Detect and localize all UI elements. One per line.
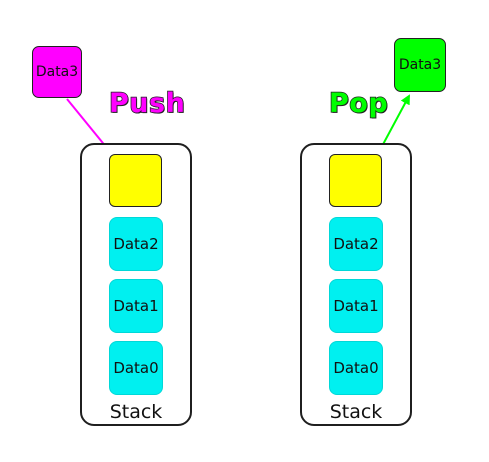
push-stack-item: Data1: [109, 279, 163, 333]
pop-outgoing-data-box: Data3: [394, 38, 446, 92]
pop-top-slot: [329, 154, 382, 207]
push-stack-label: Stack: [109, 401, 163, 423]
push-stack-item-label: Data0: [113, 359, 159, 377]
push-stack-item: Data0: [109, 341, 163, 395]
pop-stack: Data2 Data1 Data0 Stack: [300, 143, 412, 426]
pop-stack-item-label: Data1: [333, 297, 379, 315]
push-title: Push: [108, 87, 186, 120]
push-stack-item-label: Data1: [113, 297, 159, 315]
pop-outgoing-data-label: Data3: [398, 57, 442, 73]
pop-stack-item-label: Data2: [333, 235, 379, 253]
pop-stack-label: Stack: [329, 401, 383, 423]
push-incoming-data-box: Data3: [32, 46, 82, 98]
push-stack: Data2 Data1 Data0 Stack: [80, 143, 192, 426]
push-incoming-data-label: Data3: [35, 64, 79, 80]
push-top-slot: [109, 154, 162, 207]
pop-stack-item-label: Data0: [333, 359, 379, 377]
push-stack-item-label: Data2: [113, 235, 159, 253]
pop-stack-item: Data1: [329, 279, 383, 333]
pop-stack-item: Data2: [329, 217, 383, 271]
pop-title: Pop: [328, 87, 389, 120]
push-stack-item: Data2: [109, 217, 163, 271]
pop-stack-item: Data0: [329, 341, 383, 395]
